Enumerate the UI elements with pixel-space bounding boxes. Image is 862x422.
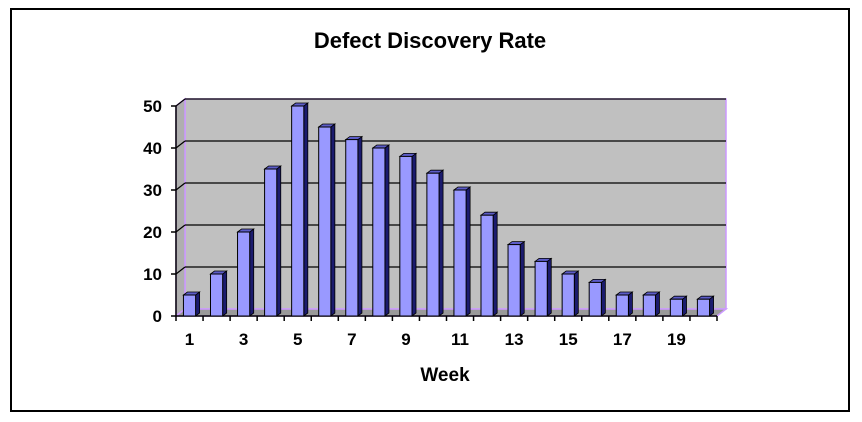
bar-side bbox=[519, 240, 525, 317]
bar bbox=[534, 260, 548, 317]
bar bbox=[453, 189, 467, 317]
x-tick-label: 3 bbox=[239, 330, 248, 349]
y-tick-label: 20 bbox=[143, 223, 162, 242]
x-axis-title: Week bbox=[420, 365, 470, 386]
x-tick-label: 17 bbox=[613, 330, 632, 349]
y-tick-label: 0 bbox=[153, 307, 162, 326]
bar-side bbox=[655, 291, 660, 317]
bar-side bbox=[195, 291, 201, 317]
x-tick-label: 13 bbox=[505, 330, 524, 349]
bar bbox=[669, 298, 684, 317]
bar-side bbox=[384, 144, 390, 317]
bar bbox=[372, 147, 386, 317]
x-tick-label: 9 bbox=[401, 330, 410, 349]
x-tick-label: 1 bbox=[185, 330, 194, 349]
bar bbox=[345, 139, 359, 317]
y-tick-label: 10 bbox=[143, 265, 162, 284]
bar-side bbox=[303, 102, 309, 317]
y-tick-label: 50 bbox=[143, 97, 162, 116]
bar-side bbox=[357, 135, 363, 317]
bar bbox=[696, 298, 711, 317]
x-tick-label: 19 bbox=[667, 330, 686, 349]
gridline-side bbox=[175, 224, 186, 233]
bar-side bbox=[546, 257, 552, 317]
bar-side bbox=[573, 270, 579, 317]
bar-side bbox=[222, 270, 228, 317]
bar-side bbox=[249, 228, 255, 317]
y-tick-label: 40 bbox=[143, 139, 162, 158]
bar bbox=[561, 273, 575, 317]
gridline-side bbox=[175, 266, 186, 275]
bar bbox=[480, 214, 494, 317]
chart-title: Defect Discovery Rate bbox=[314, 28, 546, 53]
bar-side bbox=[465, 186, 471, 317]
bar bbox=[318, 126, 332, 317]
x-tick-label: 15 bbox=[559, 330, 578, 349]
x-tick-label: 11 bbox=[451, 330, 469, 349]
bar bbox=[291, 105, 305, 317]
x-tick-label: 5 bbox=[293, 330, 302, 349]
bar-side bbox=[600, 278, 606, 317]
plot-side-wall bbox=[175, 97, 186, 318]
bar-side bbox=[492, 211, 498, 317]
bar bbox=[615, 294, 629, 317]
bar bbox=[182, 294, 197, 317]
gridline-side bbox=[175, 140, 186, 149]
bar bbox=[209, 273, 224, 317]
y-tick-label: 30 bbox=[143, 181, 162, 200]
bar bbox=[642, 294, 656, 317]
gridline-side bbox=[175, 182, 186, 191]
bar-side bbox=[411, 152, 417, 317]
bar bbox=[426, 172, 440, 317]
bar bbox=[399, 155, 413, 317]
gridline-side bbox=[175, 98, 186, 107]
bar-side bbox=[276, 165, 282, 317]
bar-side bbox=[330, 123, 336, 317]
bar bbox=[507, 244, 521, 317]
bar bbox=[264, 168, 278, 317]
x-tick-label: 7 bbox=[347, 330, 356, 349]
bar bbox=[588, 281, 602, 317]
bar-side bbox=[438, 169, 444, 317]
bar bbox=[237, 231, 251, 317]
bar-side bbox=[628, 291, 633, 317]
